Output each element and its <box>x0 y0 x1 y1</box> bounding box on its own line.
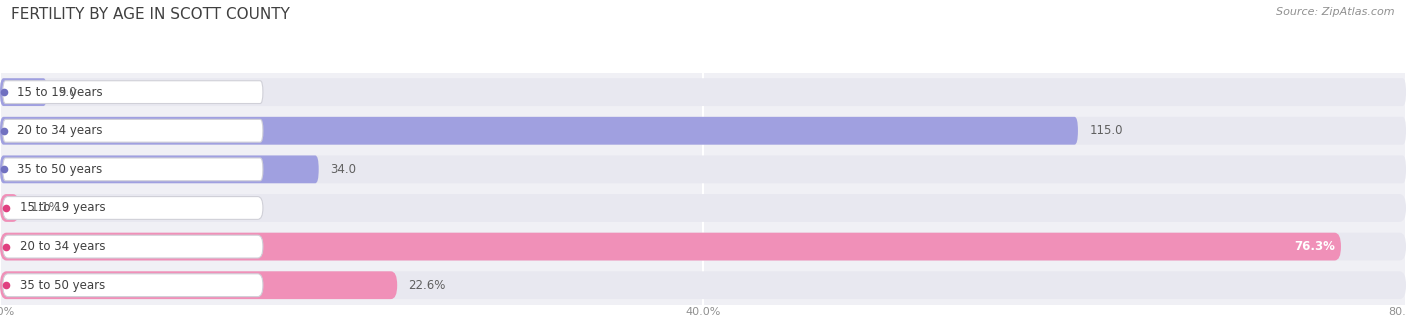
FancyBboxPatch shape <box>0 233 1406 260</box>
Text: 115.0: 115.0 <box>1090 124 1122 137</box>
Text: 22.6%: 22.6% <box>409 279 446 292</box>
FancyBboxPatch shape <box>3 158 263 181</box>
FancyBboxPatch shape <box>0 233 1341 260</box>
FancyBboxPatch shape <box>3 197 263 219</box>
FancyBboxPatch shape <box>3 119 263 142</box>
Text: 35 to 50 years: 35 to 50 years <box>17 163 103 176</box>
Text: 20 to 34 years: 20 to 34 years <box>17 124 103 137</box>
FancyBboxPatch shape <box>0 78 46 106</box>
Text: 20 to 34 years: 20 to 34 years <box>20 240 105 253</box>
FancyBboxPatch shape <box>0 117 1406 145</box>
Text: 76.3%: 76.3% <box>1295 240 1336 253</box>
FancyBboxPatch shape <box>3 81 263 104</box>
FancyBboxPatch shape <box>0 78 1406 106</box>
FancyBboxPatch shape <box>3 274 263 297</box>
FancyBboxPatch shape <box>0 271 398 299</box>
Text: 15 to 19 years: 15 to 19 years <box>17 86 103 99</box>
Text: 35 to 50 years: 35 to 50 years <box>20 279 105 292</box>
Text: FERTILITY BY AGE IN SCOTT COUNTY: FERTILITY BY AGE IN SCOTT COUNTY <box>11 7 290 22</box>
FancyBboxPatch shape <box>0 194 1406 222</box>
Text: Source: ZipAtlas.com: Source: ZipAtlas.com <box>1277 7 1395 17</box>
FancyBboxPatch shape <box>0 194 20 222</box>
FancyBboxPatch shape <box>0 117 1078 145</box>
FancyBboxPatch shape <box>0 156 1406 183</box>
Text: 15 to 19 years: 15 to 19 years <box>20 202 105 214</box>
FancyBboxPatch shape <box>0 271 1406 299</box>
FancyBboxPatch shape <box>3 235 263 258</box>
Text: 1.1%: 1.1% <box>31 202 60 214</box>
Text: 5.0: 5.0 <box>58 86 76 99</box>
FancyBboxPatch shape <box>0 156 319 183</box>
Text: 34.0: 34.0 <box>330 163 356 176</box>
